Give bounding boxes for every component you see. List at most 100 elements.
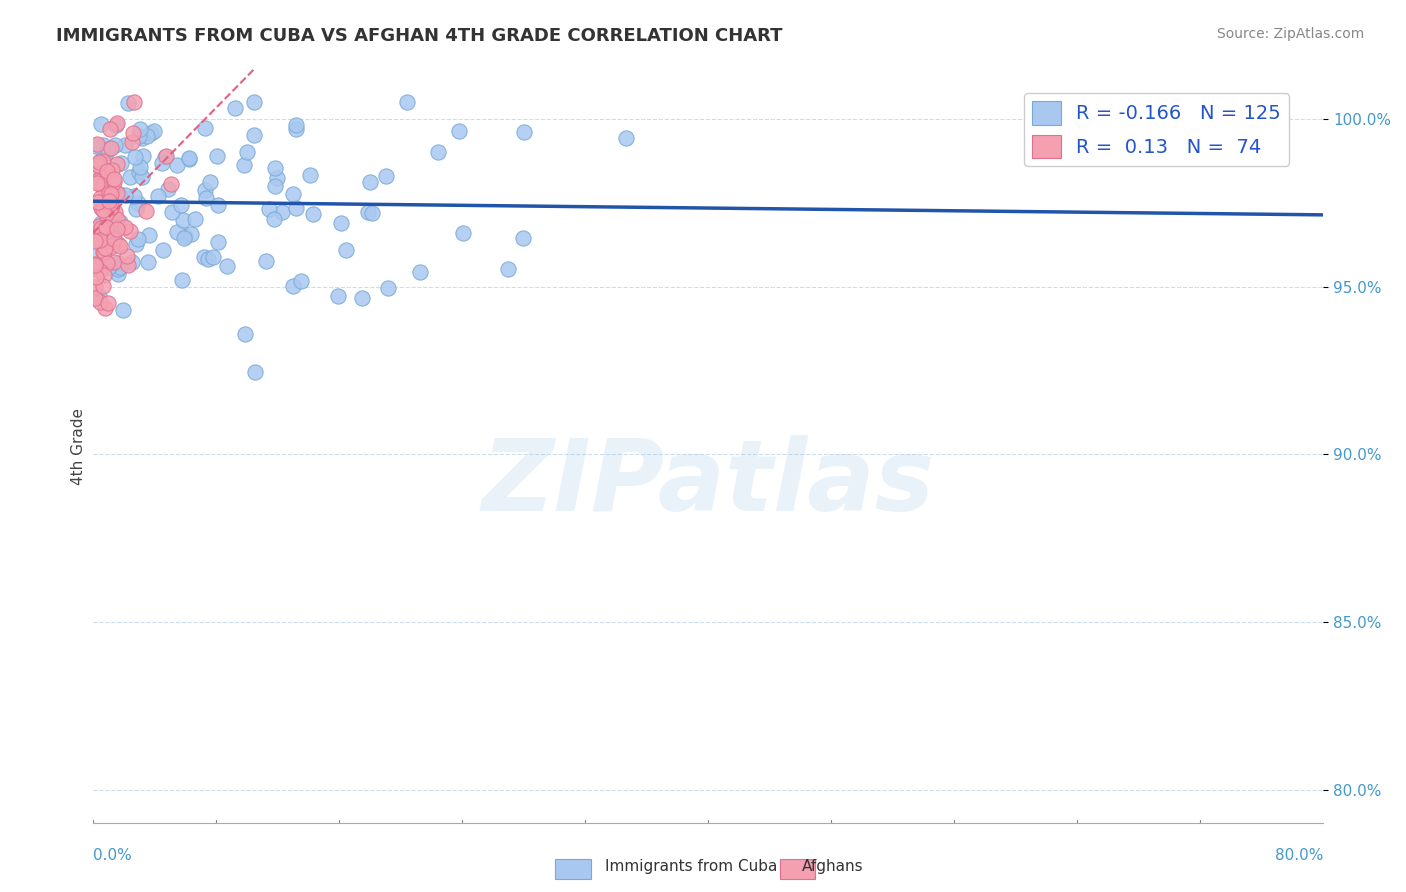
Point <box>453 226 475 240</box>
Point <box>329 216 352 230</box>
Point <box>96 164 118 178</box>
Point <box>299 168 322 182</box>
Point <box>84 291 107 305</box>
Point <box>128 165 150 179</box>
Point <box>83 280 105 294</box>
Point <box>409 265 432 279</box>
Point <box>121 254 143 268</box>
Point <box>100 162 122 177</box>
Point <box>153 150 176 164</box>
Point <box>98 202 121 216</box>
Point <box>243 128 266 142</box>
Point <box>94 225 117 239</box>
Point <box>87 155 110 169</box>
Point <box>157 182 180 196</box>
Point <box>86 258 108 272</box>
Point <box>170 273 193 287</box>
Point <box>152 243 174 257</box>
Point <box>215 260 238 274</box>
Point <box>84 259 107 273</box>
Point <box>136 129 159 144</box>
Point <box>207 198 229 212</box>
Point <box>139 126 162 140</box>
Point <box>90 216 112 230</box>
Point <box>93 180 115 194</box>
Point <box>160 178 183 192</box>
Point <box>290 274 312 288</box>
Point <box>121 135 143 149</box>
Point <box>103 171 125 186</box>
Point <box>236 145 259 160</box>
Point <box>302 207 325 221</box>
Point <box>104 137 127 152</box>
Text: Source: ZipAtlas.com: Source: ZipAtlas.com <box>1216 27 1364 41</box>
Point <box>107 267 129 281</box>
Point <box>124 95 146 109</box>
Point <box>131 149 153 163</box>
Point <box>202 251 225 265</box>
Point <box>117 258 139 272</box>
Point <box>118 169 141 184</box>
Point <box>142 124 165 138</box>
Point <box>110 260 132 274</box>
Point <box>98 186 121 200</box>
Point <box>285 201 308 215</box>
Point <box>283 186 305 201</box>
Point <box>513 125 536 139</box>
Point <box>166 158 188 172</box>
Point <box>377 281 399 295</box>
Point <box>96 222 118 236</box>
Point <box>284 119 307 133</box>
Point <box>173 230 195 244</box>
Point <box>105 212 128 227</box>
Point <box>131 169 153 184</box>
Text: ZIPatlas: ZIPatlas <box>482 435 935 533</box>
Point <box>91 244 114 259</box>
Point <box>89 264 111 278</box>
Point <box>103 232 125 246</box>
Point <box>96 220 118 235</box>
Point <box>90 227 112 241</box>
Point <box>91 199 114 213</box>
Point <box>263 212 285 227</box>
Point <box>166 225 188 239</box>
Y-axis label: 4th Grade: 4th Grade <box>72 408 86 484</box>
Point <box>107 255 129 269</box>
Point <box>94 207 117 221</box>
Point <box>614 131 637 145</box>
Point <box>108 239 131 253</box>
Point <box>375 169 398 183</box>
Point <box>359 175 381 189</box>
Point <box>104 205 127 219</box>
Point <box>91 154 114 169</box>
Point <box>90 201 112 215</box>
Text: 0.0%: 0.0% <box>93 848 132 863</box>
Point <box>100 218 122 232</box>
Point <box>103 219 125 234</box>
Point <box>257 202 280 217</box>
Point <box>136 255 159 269</box>
Point <box>86 137 108 152</box>
Point <box>105 222 128 236</box>
Point <box>97 260 120 274</box>
Point <box>100 141 122 155</box>
Point <box>111 303 134 318</box>
Point <box>93 178 115 192</box>
Point <box>122 188 145 202</box>
Point <box>94 301 117 315</box>
Point <box>96 255 118 269</box>
Point <box>100 239 122 253</box>
Point <box>124 150 146 164</box>
Point <box>233 326 256 341</box>
Point <box>107 186 129 201</box>
Point <box>91 278 114 293</box>
Point <box>108 214 131 228</box>
Point <box>83 247 105 261</box>
Point <box>243 365 266 379</box>
Point <box>207 235 229 249</box>
Point <box>89 295 111 310</box>
Point <box>146 189 169 203</box>
Point <box>271 205 294 219</box>
Point <box>91 138 114 153</box>
Point <box>177 151 200 165</box>
